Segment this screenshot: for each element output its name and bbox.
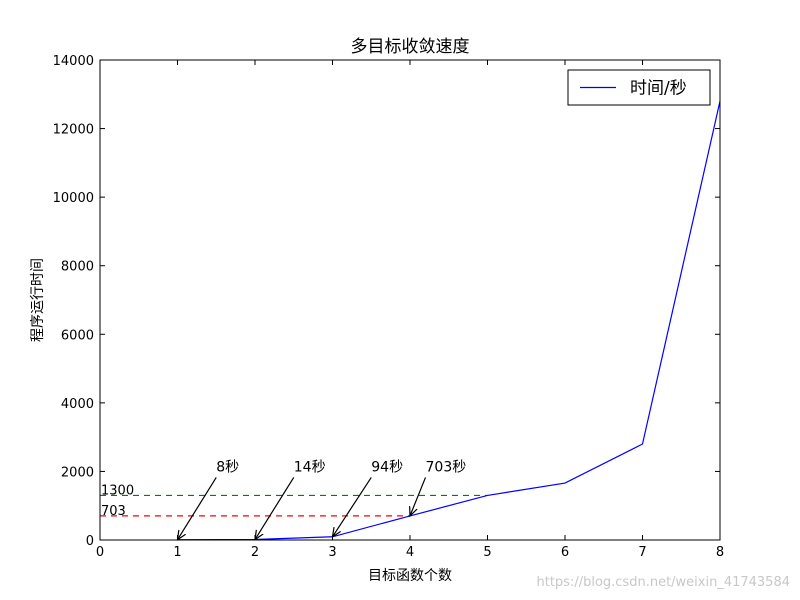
legend: 时间/秒 (567, 69, 711, 106)
watermark: https://blog.csdn.net/weixin_41743584 (536, 575, 790, 590)
annotation-arrow (255, 477, 295, 539)
x-tick-label: 5 (483, 545, 491, 560)
x-tick-label: 7 (638, 545, 646, 560)
x-tick-label: 1 (173, 545, 181, 560)
y-tick-label: 12000 (53, 123, 94, 138)
annotation-arrow (333, 477, 372, 536)
annotation-label: 8秒 (216, 459, 239, 475)
annotation-label: 703秒 (426, 459, 467, 475)
x-axis-label: 目标函数个数 (368, 568, 452, 584)
y-tick-label: 4000 (61, 397, 94, 412)
y-axis-label: 程序运行时间 (30, 258, 46, 342)
x-tick-label: 0 (96, 545, 104, 560)
x-tick-label: 3 (328, 545, 336, 560)
series-line-0 (177, 101, 721, 541)
annotation-arrow (410, 477, 427, 515)
reference-lines: 1300 703 (100, 483, 488, 519)
y-tick-label: 2000 (61, 465, 94, 480)
y-tick-label: 10000 (53, 191, 94, 206)
annotation-label: 94秒 (371, 459, 403, 475)
plot-frame (99, 59, 721, 541)
x-tick-label: 4 (406, 545, 414, 560)
chart-title: 多目标收敛速度 (351, 37, 470, 57)
y-tick-label: 8000 (61, 260, 94, 275)
y-axis-ticks: 0 2000 4000 6000 8000 10000 12000 14000 (53, 54, 720, 549)
annotation-arrow (178, 477, 217, 539)
x-tick-label: 2 (251, 545, 259, 560)
y-tick-label: 14000 (53, 54, 94, 69)
annotation-label: 14秒 (294, 459, 326, 475)
reference-label-1300: 1300 (101, 483, 134, 498)
y-tick-label: 6000 (61, 328, 94, 343)
reference-label-703: 703 (101, 504, 126, 519)
y-tick-label: 0 (86, 534, 94, 549)
annotations: 8秒 14秒 94秒 703秒 (178, 459, 467, 539)
x-tick-label: 6 (561, 545, 569, 560)
x-axis-ticks: 0 1 2 3 4 5 6 7 8 (96, 60, 724, 560)
legend-label: 时间/秒 (630, 79, 687, 99)
x-tick-label: 8 (716, 545, 724, 560)
series-layer (177, 101, 721, 541)
